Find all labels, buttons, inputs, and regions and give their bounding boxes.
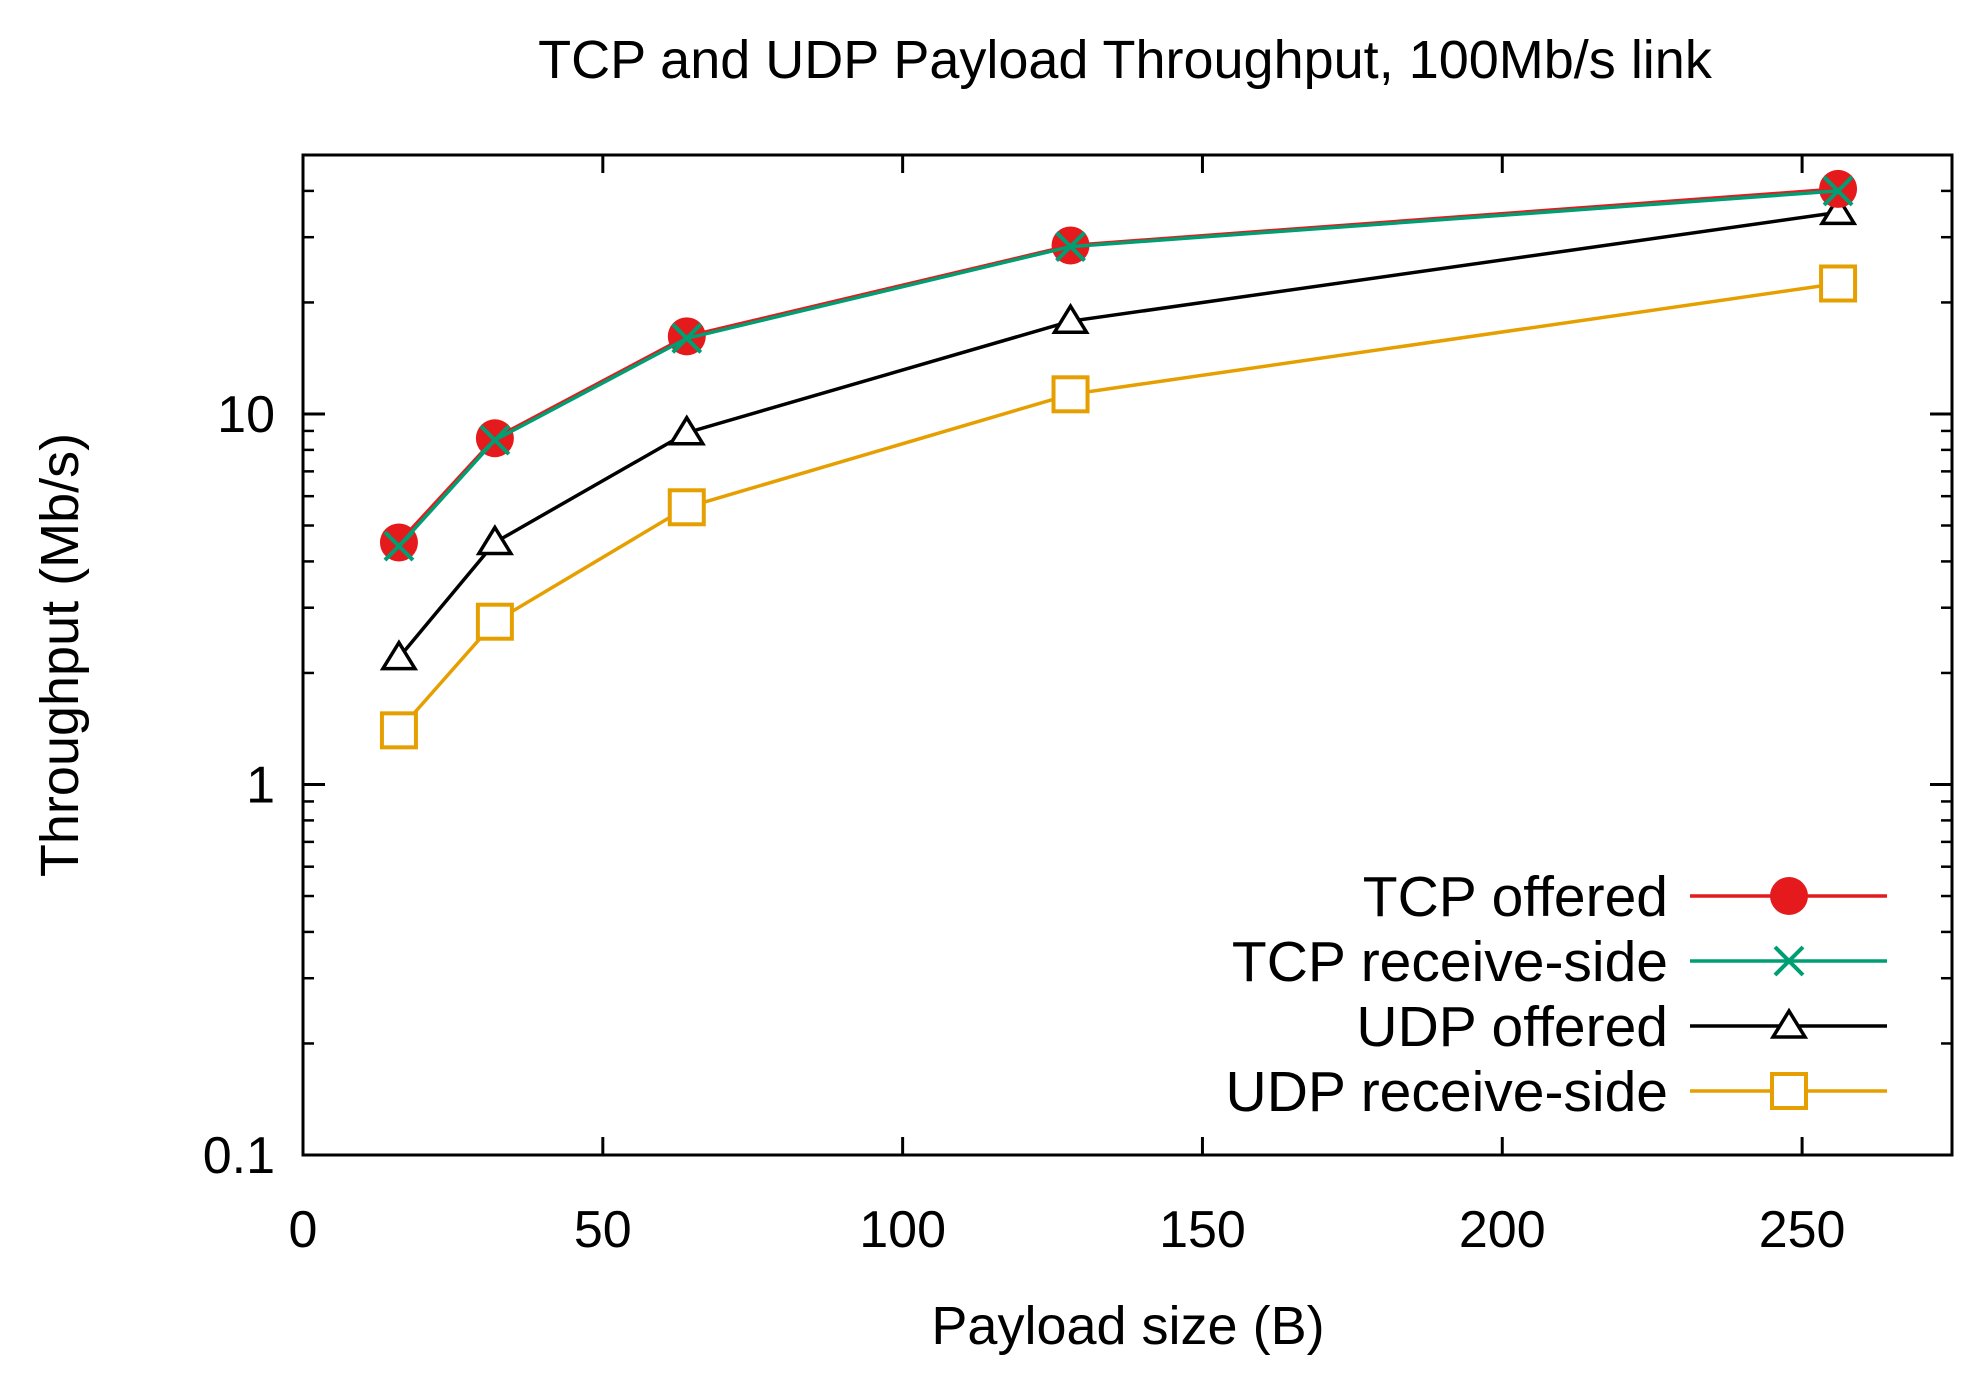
point-tcp-offered-0 bbox=[379, 523, 418, 562]
point-udp-receive-side-2 bbox=[667, 488, 706, 527]
x-tick-label-2: 100 bbox=[859, 1201, 946, 1259]
y-axis-label: Throughput (Mb/s) bbox=[30, 433, 90, 877]
x-tick-label-1: 50 bbox=[574, 1201, 632, 1259]
x-tick-label-5: 250 bbox=[1759, 1201, 1846, 1259]
point-tcp-receive-side-2 bbox=[671, 322, 703, 354]
tick-labels: 0 50 100 150 200 250 0.1 1 10 bbox=[203, 386, 1846, 1259]
line-udp-offered bbox=[397, 210, 1839, 659]
plot-frame bbox=[301, 153, 1954, 1157]
point-tcp-receive-side-4 bbox=[1822, 175, 1854, 207]
y-tick-label-2: 10 bbox=[217, 386, 275, 444]
point-udp-offered-4 bbox=[1818, 194, 1858, 226]
point-udp-receive-side-4 bbox=[1819, 264, 1858, 303]
legend-entry-udp-receive-side: UDP receive-side bbox=[1226, 1060, 1887, 1124]
point-udp-offered-1 bbox=[475, 524, 515, 556]
legend-marker-udp-offered bbox=[1769, 1007, 1809, 1039]
series-layer bbox=[379, 169, 1858, 750]
legend-entry-udp-offered: UDP offered bbox=[1356, 995, 1887, 1059]
x-tick-label-3: 150 bbox=[1159, 1201, 1246, 1259]
legend-label-udp-receive-side: UDP receive-side bbox=[1226, 1060, 1668, 1124]
x-axis-label: Payload size (B) bbox=[931, 1296, 1324, 1356]
legend-entry-tcp-receive-side: TCP receive-side bbox=[1232, 930, 1887, 994]
legend-label-udp-offered: UDP offered bbox=[1356, 995, 1668, 1059]
legend-label-tcp-receive-side: TCP receive-side bbox=[1232, 930, 1668, 994]
point-udp-offered-0 bbox=[379, 639, 419, 671]
legend-marker-udp-receive-side bbox=[1770, 1072, 1808, 1110]
legend-entry-tcp-offered: TCP offered bbox=[1363, 865, 1887, 929]
chart-title: TCP and UDP Payload Throughput, 100Mb/s … bbox=[538, 30, 1713, 90]
y-tick-label-1: 1 bbox=[246, 756, 275, 814]
legend-marker-tcp-offered bbox=[1770, 877, 1808, 915]
series-udp-offered bbox=[379, 194, 1858, 671]
series-udp-receive-side bbox=[379, 264, 1858, 750]
axis-ticks bbox=[301, 155, 1952, 1157]
x-tick-label-0: 0 bbox=[289, 1201, 318, 1259]
point-udp-offered-2 bbox=[667, 414, 706, 446]
series-tcp-receive-side bbox=[383, 175, 1854, 562]
legend-marker-tcp-receive-side bbox=[1773, 945, 1805, 977]
point-udp-receive-side-1 bbox=[475, 602, 514, 641]
line-udp-receive-side bbox=[397, 281, 1839, 732]
legend-label-tcp-offered: TCP offered bbox=[1363, 865, 1668, 929]
x-tick-label-4: 200 bbox=[1459, 1201, 1546, 1259]
point-udp-offered-3 bbox=[1051, 302, 1090, 334]
point-udp-receive-side-0 bbox=[379, 711, 418, 750]
point-tcp-receive-side-3 bbox=[1055, 231, 1086, 262]
point-tcp-receive-side-1 bbox=[479, 424, 511, 456]
point-udp-receive-side-3 bbox=[1051, 375, 1090, 414]
point-tcp-receive-side-0 bbox=[383, 530, 415, 562]
series-tcp-offered bbox=[379, 169, 1858, 562]
y-tick-label-0: 0.1 bbox=[203, 1127, 275, 1185]
